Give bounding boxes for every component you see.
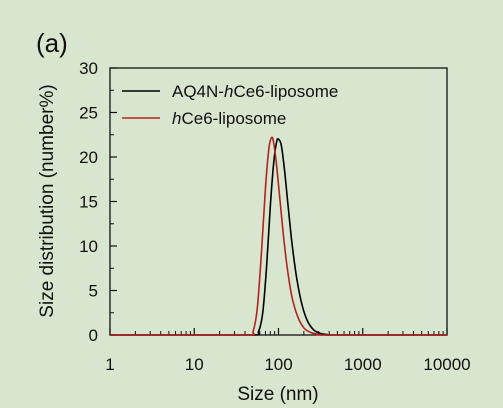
x-tick-label: 1000 <box>344 355 382 374</box>
y-axis: 0 5 10 15 20 25 30 <box>79 59 117 345</box>
y-tick-label: 20 <box>79 148 98 167</box>
legend: AQ4N-hCe6-liposome hCe6-liposome <box>122 82 338 128</box>
series-line-hce6 <box>110 136 447 336</box>
panel-label: (a) <box>36 28 68 58</box>
legend-label-hce6: hCe6-liposome <box>172 109 286 128</box>
series-line-aq4n <box>110 138 447 336</box>
x-tick-label: 100 <box>264 355 292 374</box>
x-tick-label: 1 <box>105 355 114 374</box>
legend-label-aq4n: AQ4N-hCe6-liposome <box>172 82 338 101</box>
x-axis-title: Size (nm) <box>237 384 318 405</box>
series-layer <box>110 136 447 336</box>
y-tick-label: 10 <box>79 237 98 256</box>
y-tick-label: 0 <box>89 326 98 345</box>
plot-frame <box>109 67 448 336</box>
y-tick-label: 30 <box>79 59 98 78</box>
x-tick-label: 10000 <box>423 355 470 374</box>
y-axis-title: Size distribution (number%) <box>37 84 58 317</box>
y-tick-label: 15 <box>79 193 98 212</box>
y-tick-label: 25 <box>79 104 98 123</box>
x-tick-label: 10 <box>185 355 204 374</box>
y-tick-label: 5 <box>89 282 98 301</box>
